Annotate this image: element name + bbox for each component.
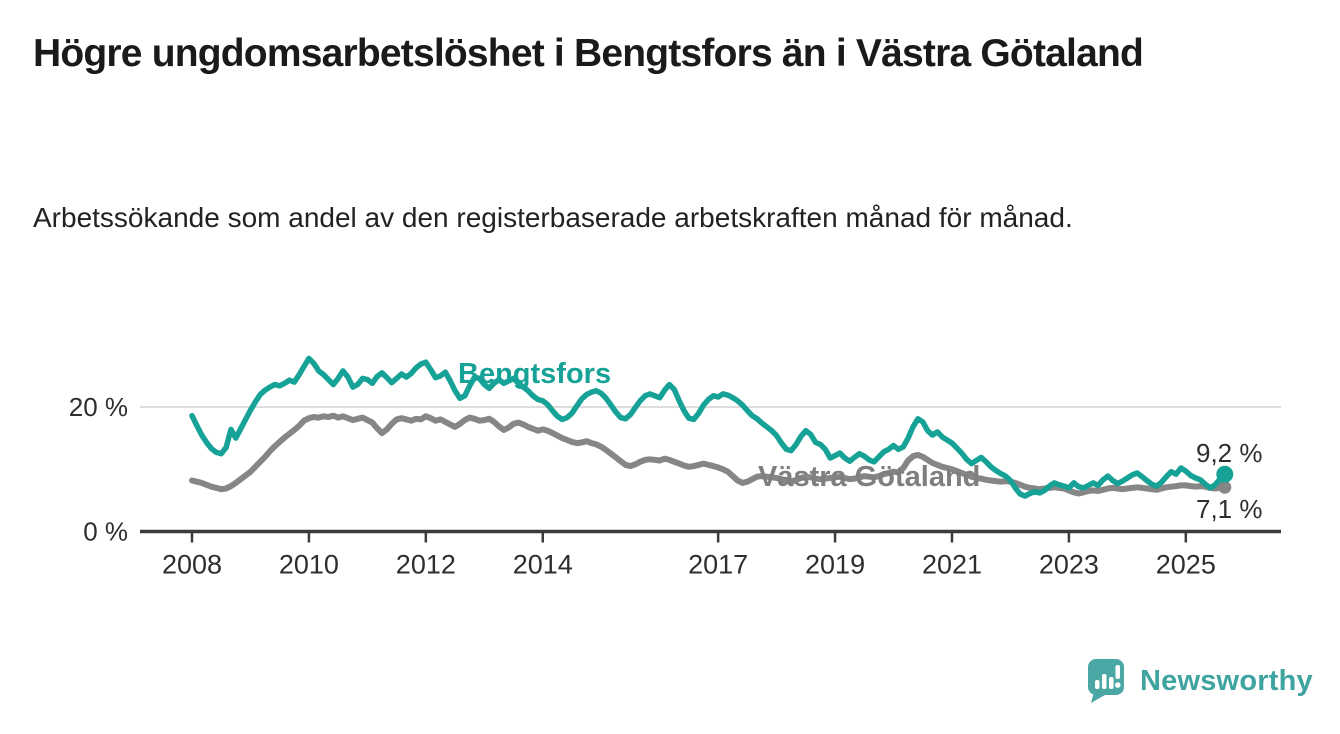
y-axis-label-20: 20 %: [69, 392, 128, 422]
x-axis-label-2025: 2025: [1156, 550, 1216, 580]
series-label-vastra-gotaland: Västra Götaland: [758, 461, 981, 493]
x-axis-label-2012: 2012: [396, 550, 456, 580]
x-axis-label-2023: 2023: [1039, 550, 1099, 580]
x-axis-label-2017: 2017: [688, 550, 748, 580]
x-axis-label-2010: 2010: [279, 550, 339, 580]
y-axis-label-0: 0 %: [83, 517, 128, 547]
x-axis-label-2021: 2021: [922, 550, 982, 580]
vastra-gotaland-end-dot: [1218, 480, 1232, 494]
page-title: Högre ungdomsarbetslöshet i Bengtsfors ä…: [33, 32, 1144, 75]
chart-subtitle: Arbetssökande som andel av den registerb…: [33, 202, 1073, 233]
newsworthy-brand: Newsworthy: [1086, 658, 1313, 704]
x-axis-label-2019: 2019: [805, 550, 865, 580]
bengtsfors-end-dot: [1216, 465, 1234, 483]
end-value-label-vastra-gotaland: 7,1 %: [1196, 494, 1263, 524]
x-axis-label-2014: 2014: [513, 550, 573, 580]
vastra-gotaland-line: [189, 412, 1228, 497]
series-label-bengtsfors: Bengtsfors: [458, 358, 612, 390]
bengtsfors-line: [189, 355, 1228, 499]
x-axis-label-2008: 2008: [162, 550, 222, 580]
end-value-label-bengtsfors: 9,2 %: [1196, 438, 1263, 468]
newsworthy-logo-icon: [1088, 659, 1124, 703]
brand-name: Newsworthy: [1140, 664, 1313, 697]
